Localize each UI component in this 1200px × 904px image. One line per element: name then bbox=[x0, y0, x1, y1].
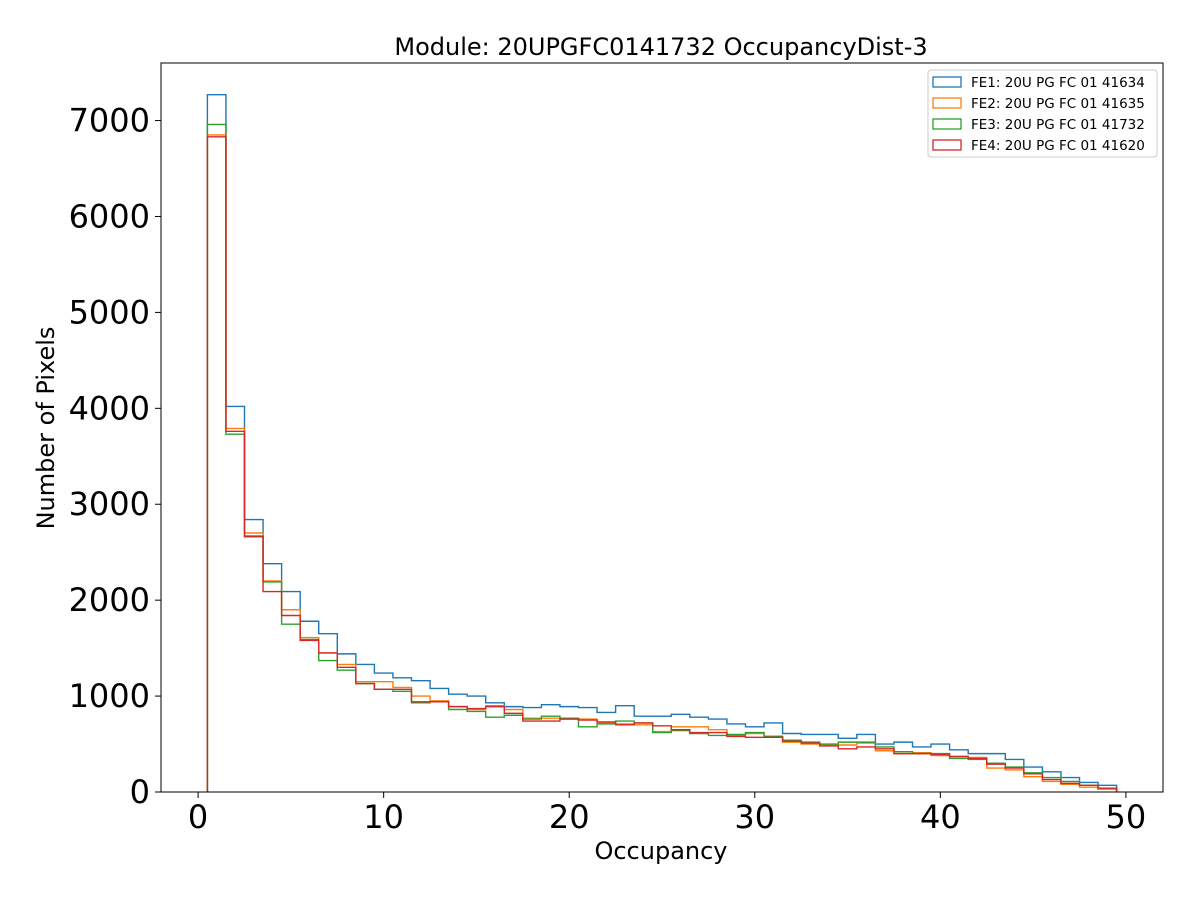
y-tick-label: 5000 bbox=[69, 293, 150, 331]
y-axis: 0 1000 2000 3000 4000 5000 6000 7000 bbox=[69, 102, 161, 811]
legend-entry: FE3: 20U PG FC 01 41732 bbox=[971, 117, 1145, 133]
y-axis-label: Number of Pixels bbox=[32, 327, 60, 530]
x-axis-label: Occupancy bbox=[594, 837, 727, 865]
y-tick-label: 2000 bbox=[69, 581, 150, 619]
legend-entry: FE1: 20U PG FC 01 41634 bbox=[971, 75, 1145, 91]
legend-entry: FE2: 20U PG FC 01 41635 bbox=[971, 96, 1145, 112]
y-tick-label: 0 bbox=[130, 773, 150, 811]
legend-entry: FE4: 20U PG FC 01 41620 bbox=[971, 138, 1145, 154]
legend: FE1: 20U PG FC 01 41634 FE2: 20U PG FC 01… bbox=[927, 69, 1158, 158]
y-tick-label: 3000 bbox=[69, 485, 150, 523]
x-tick-label: 10 bbox=[363, 798, 404, 836]
histogram-series-1 bbox=[206, 93, 1118, 792]
legend-box bbox=[927, 69, 1158, 158]
chart-title: Module: 20UPGFC0141732 OccupancyDist-3 bbox=[394, 33, 927, 61]
y-tick-label: 1000 bbox=[69, 677, 150, 715]
x-tick-label: 0 bbox=[188, 798, 208, 836]
histogram-series-4 bbox=[206, 136, 1118, 792]
y-tick-label: 4000 bbox=[69, 389, 150, 427]
plot-frame bbox=[160, 62, 1164, 793]
legend-swatch bbox=[932, 76, 962, 88]
series-layer bbox=[206, 93, 1118, 792]
x-tick-label: 40 bbox=[920, 798, 961, 836]
y-tick-label: 6000 bbox=[69, 197, 150, 235]
y-tick-label: 7000 bbox=[69, 102, 150, 140]
x-tick-label: 30 bbox=[734, 798, 775, 836]
legend-swatch bbox=[932, 118, 962, 130]
legend-swatch bbox=[932, 97, 962, 109]
x-tick-label: 20 bbox=[549, 798, 590, 836]
legend-swatch bbox=[932, 139, 962, 151]
x-tick-label: 50 bbox=[1106, 798, 1147, 836]
x-axis: 0 10 20 30 40 50 bbox=[188, 792, 1146, 836]
